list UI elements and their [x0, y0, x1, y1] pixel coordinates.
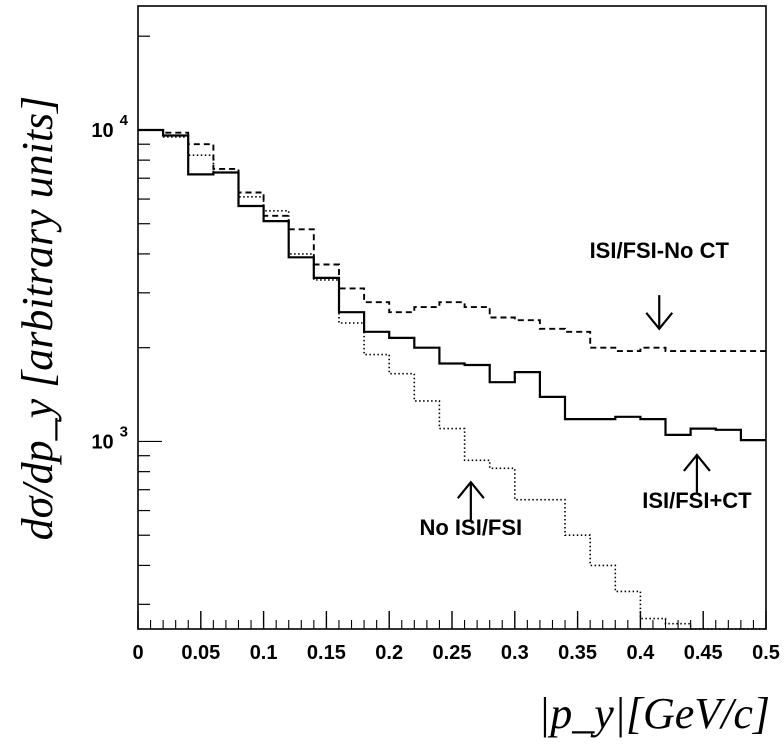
series-solid-line [138, 128, 766, 442]
annotation-arrow [645, 295, 674, 331]
annotation-label: ISI/FSI-No CT [590, 238, 730, 263]
series-dashed-line [138, 129, 766, 353]
x-tick-label: 0.2 [375, 642, 403, 664]
y-axis-title: dσ/dp_y [arbitrary units] [13, 96, 62, 541]
x-tick-label: 0 [132, 642, 143, 664]
x-tick-label: 0.5 [752, 642, 780, 664]
y-tick-label: 10 4 [91, 112, 128, 142]
annotation-arrow [683, 453, 711, 494]
x-tick-label: 0.15 [307, 642, 346, 664]
annotation-arrow [456, 480, 485, 522]
x-tick-label: 0.1 [250, 642, 278, 664]
x-axis-title: |p_y|[GeV/c] [538, 689, 770, 738]
series-dotted-line [138, 129, 766, 630]
x-tick-label: 0.25 [433, 642, 472, 664]
x-tick-label: 0.05 [181, 642, 220, 664]
x-tick-label: 0.4 [626, 642, 655, 664]
x-tick-label: 0.45 [684, 642, 723, 664]
y-tick-label: 10 3 [91, 423, 128, 453]
x-tick-label: 0.3 [501, 642, 529, 664]
x-tick-label: 0.35 [558, 642, 597, 664]
